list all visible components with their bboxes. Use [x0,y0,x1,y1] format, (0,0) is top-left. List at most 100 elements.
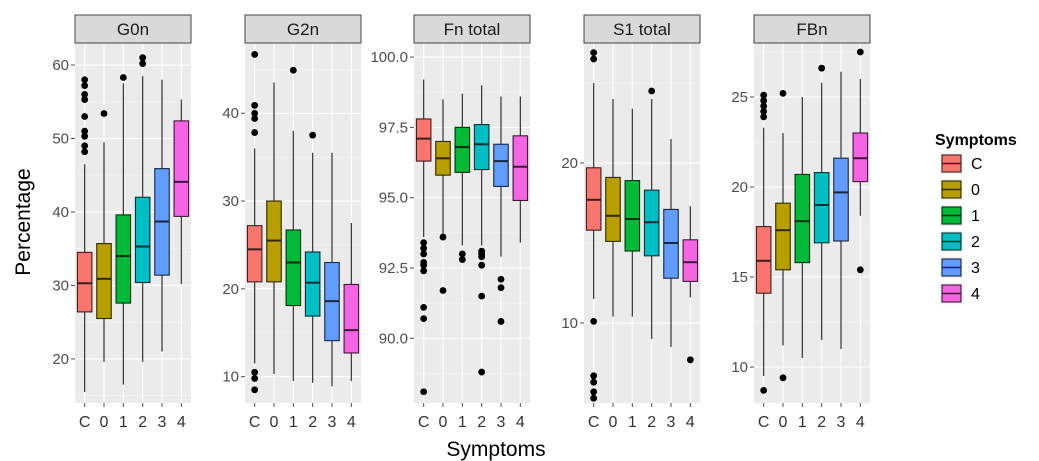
box-iqr [304,251,321,317]
y-tick-label: 50 [52,131,69,148]
facet-strip [244,14,362,44]
outlier-point [251,51,259,58]
x-tick-label: 1 [119,414,128,431]
box-4 [682,206,699,364]
outlier-point [81,113,89,120]
outlier-point [139,54,147,62]
outlier-point [251,386,259,394]
box-C [415,79,432,396]
outlier-point [81,96,89,103]
x-tick-label: 2 [138,414,147,431]
x-tick-label: 4 [686,414,695,431]
box-3 [493,96,509,325]
y-tick-label: 10 [222,369,239,386]
legend-item-0: 0 [939,177,980,202]
box-1 [624,108,641,317]
facet-panel-g2n: 10 20 30 40 C 0 1 2 3 4 G2n [222,14,362,431]
box-iqr [415,118,432,162]
facet-panel-fn-total: 90.0 92.5 95.0 97.5 100.0 C 0 1 2 3 4 Fn total [370,14,531,431]
x-tick-label: 0 [439,414,448,431]
facet-strip-title: G0n [117,20,149,39]
box-2 [813,64,830,340]
x-tick-label: 3 [497,414,506,431]
outlier-point [251,115,259,122]
box-iqr [173,120,190,217]
outlier-point [420,244,428,252]
outlier-point [81,132,89,140]
legend-label: 1 [971,208,980,225]
outlier-point [420,239,428,247]
y-tick-label: 10 [561,315,578,332]
outlier-point [420,315,428,323]
box-3 [324,152,340,387]
outlier-point [81,148,89,156]
box-iqr [246,225,263,283]
legend-item-1: 1 [939,203,980,228]
box-3 [833,71,849,349]
legend-label: 0 [971,182,980,199]
outlier-point [251,368,259,376]
box-2 [473,85,490,376]
outlier-point [420,258,428,266]
x-tick-label: 0 [779,414,788,431]
box-iqr [454,126,471,173]
outlier-point [760,102,768,110]
legend-label: 4 [971,286,980,303]
y-tick-label: 20 [52,351,69,368]
facet-panel-g0n: 20 30 40 50 60 C 0 1 2 3 4 G0n [52,14,192,431]
y-axis-title: Percentage [12,168,35,275]
outlier-point [497,318,505,325]
box-iqr [833,157,849,242]
box-iqr [473,124,490,171]
outlier-point [119,74,127,81]
x-tick-label: 2 [817,414,826,431]
box-iqr [115,214,132,304]
box-1 [115,74,132,385]
outlier-point [251,101,259,109]
y-tick-label: 30 [52,277,69,294]
facet-strip-title: Fn total [444,20,501,39]
box-3 [154,79,170,352]
box-iqr [775,202,791,271]
box-iqr [285,229,302,307]
y-tick-label: 100.0 [370,49,408,66]
y-tick-label: 15 [731,269,748,286]
box-0 [266,82,282,375]
legend-label: 2 [971,234,980,251]
x-tick-label: 4 [177,414,186,431]
legend-items: C 0 1 2 3 4 [939,151,983,306]
outlier-point [779,374,787,382]
box-iqr [794,173,811,264]
outlier-point [686,356,694,364]
box-C [246,51,263,394]
outlier-point [420,303,428,311]
outlier-point [590,318,598,325]
panel-background [754,43,870,403]
y-tick-label: 97.5 [379,119,408,136]
outlier-point [590,378,598,386]
facet-panel-s1-total: 10 20 C 0 1 2 3 4 S1 total [561,14,701,431]
x-tick-label: 3 [158,414,167,431]
panel-background [584,43,700,403]
facet-strip-title: S1 total [613,20,671,39]
outlier-point [81,91,89,98]
box-0 [775,90,791,382]
box-iqr [134,196,151,284]
box-C [755,91,772,394]
y-tick-label: 30 [222,193,239,210]
box-iqr [76,251,93,313]
box-iqr [343,283,360,354]
x-tick-label: 2 [308,414,317,431]
legend-title: Symptoms [935,132,1017,149]
x-tick-label: 4 [516,414,525,431]
x-tick-label: C [758,414,770,431]
box-2 [643,87,660,339]
legend-item-3: 3 [939,255,980,280]
x-axis-title: Symptoms [446,438,545,461]
legend-item-4: 4 [939,281,980,306]
outlier-point [81,127,89,135]
box-4 [173,99,190,284]
outlier-point [458,250,466,258]
